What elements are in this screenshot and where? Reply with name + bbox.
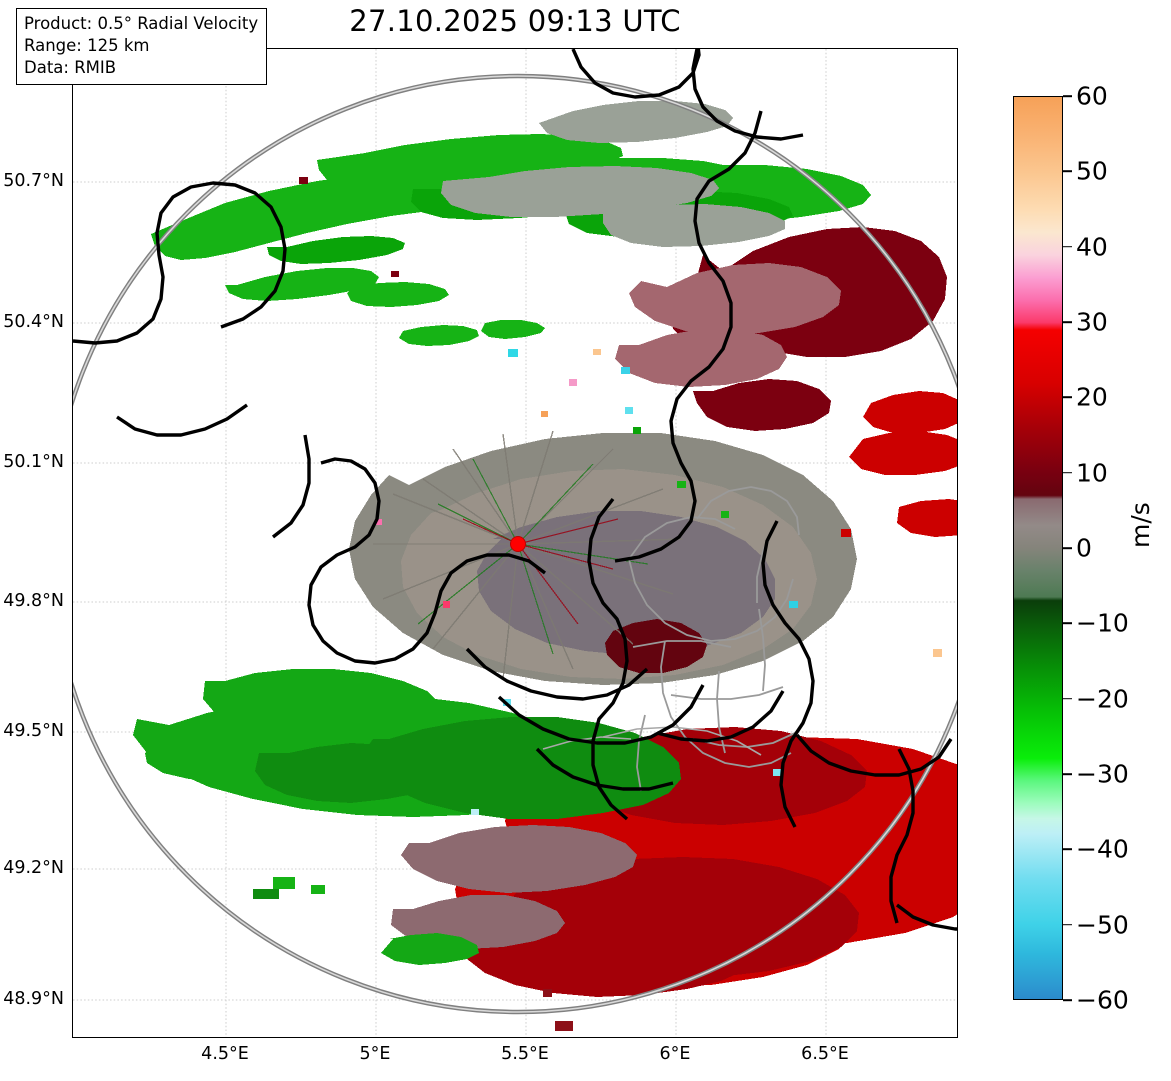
colorbar-tick-label: 0	[1076, 533, 1092, 563]
colorbar-unit-label: m/s	[1126, 502, 1155, 548]
colorbar-tick-label: 20	[1076, 382, 1108, 412]
colorbar-tick-mark	[1063, 999, 1072, 1001]
clutter-spokes-red	[462, 518, 619, 625]
y-tick-label: 50.1°N	[3, 452, 64, 472]
colorbar-tick-label: −60	[1076, 985, 1129, 1015]
velocity-colorbar[interactable]	[1013, 96, 1063, 1000]
colorbar-tick-mark	[1063, 245, 1072, 248]
colorbar-tick-mark	[1063, 95, 1072, 97]
echo-scattered-cells	[253, 177, 942, 1031]
colorbar-tick-label: 40	[1076, 232, 1108, 262]
range-ring-125km	[73, 73, 957, 1015]
colorbar-tick-mark	[1063, 170, 1072, 173]
x-tick-label: 5°E	[359, 1044, 391, 1064]
echo-ne-weak-outbound	[615, 263, 841, 387]
colorbar-tick-label: −20	[1076, 684, 1129, 714]
colorbar-tick-mark	[1063, 697, 1072, 700]
x-tick-label: 4.5°E	[201, 1044, 249, 1064]
colorbar-tick-mark	[1063, 396, 1072, 399]
colorbar-tick-label: 30	[1076, 307, 1108, 337]
y-tick-label: 49.2°N	[3, 858, 64, 878]
info-product-line: Product: 0.5° Radial Velocity	[24, 14, 259, 33]
colorbar-tick-mark	[1063, 547, 1072, 549]
colorbar-tick-mark	[1063, 923, 1072, 926]
product-info-box: Product: 0.5° Radial Velocity Range: 125…	[16, 8, 268, 85]
colorbar-tick-mark	[1063, 321, 1072, 323]
country-borders	[73, 49, 957, 931]
colorbar-tick-label: 60	[1076, 81, 1108, 111]
y-tick-label: 49.5°N	[3, 721, 64, 741]
radar-canvas	[73, 49, 957, 1037]
colorbar-tick-mark	[1063, 471, 1072, 474]
admin-borders-secondary	[542, 726, 762, 756]
page-title: 27.10.2025 09:13 UTC	[349, 4, 681, 38]
colorbar-tick-mark	[1063, 773, 1072, 775]
radar-site-marker[interactable]	[510, 536, 526, 552]
colorbar-tick-label: −50	[1076, 910, 1129, 940]
colorbar-tick-label: 50	[1076, 156, 1108, 186]
x-tick-label: 5.5°E	[501, 1044, 549, 1064]
radar-plot-area[interactable]	[72, 48, 958, 1038]
colorbar-tick-label: −40	[1076, 834, 1129, 864]
x-tick-label: 6°E	[659, 1044, 691, 1064]
y-tick-label: 49.8°N	[3, 591, 64, 611]
colorbar-tick-label: −30	[1076, 759, 1129, 789]
colorbar-tick-mark	[1063, 622, 1072, 625]
velocity-field	[133, 101, 957, 1031]
info-range-line: Range: 125 km	[24, 35, 150, 55]
x-tick-label: 6.5°E	[801, 1044, 849, 1064]
echo-east-edge	[849, 391, 957, 537]
clutter-spokes	[373, 430, 684, 680]
y-tick-label: 50.7°N	[3, 171, 64, 191]
colorbar-gradient	[1014, 97, 1062, 999]
radar-map-svg	[73, 49, 957, 1037]
echo-north-weak	[441, 101, 785, 247]
echo-se-weak	[391, 825, 637, 949]
y-tick-label: 48.9°N	[3, 989, 64, 1009]
colorbar-tick-label: 10	[1076, 458, 1108, 488]
info-data-line: Data: RMIB	[24, 57, 117, 77]
colorbar-tick-mark	[1063, 848, 1072, 851]
y-tick-label: 50.4°N	[3, 312, 64, 332]
colorbar-tick-label: −10	[1076, 608, 1129, 638]
